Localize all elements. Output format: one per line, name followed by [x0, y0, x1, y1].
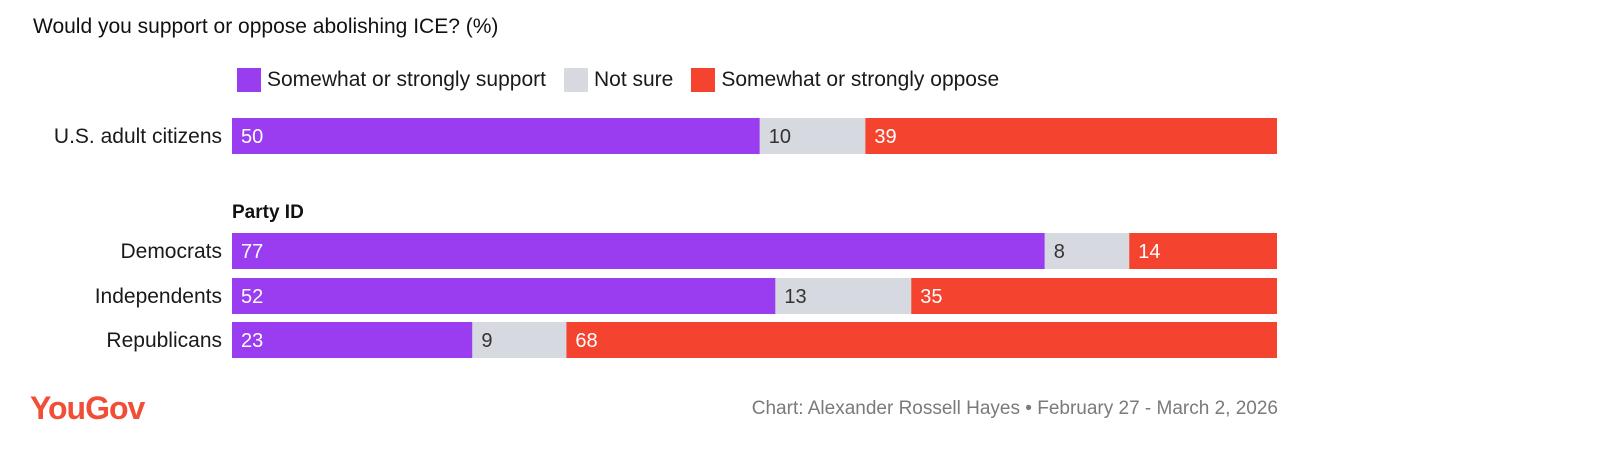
value-label-independents-oppose: 35 — [920, 286, 942, 308]
value-label-republicans-not-sure: 9 — [481, 330, 492, 352]
legend-label-oppose: Somewhat or strongly oppose — [721, 68, 1000, 91]
group-label-party-id: Party ID — [232, 202, 304, 223]
bar-independents-not-sure — [775, 278, 912, 314]
bar-u-s-adult-citizens-oppose — [865, 118, 1277, 154]
legend-item-support: Somewhat or strongly support — [237, 68, 546, 92]
bar-democrats-support — [232, 233, 1045, 269]
chart-source: Chart: Alexander Rossell Hayes • Februar… — [751, 398, 1278, 419]
category-label-democrats: Democrats — [120, 240, 222, 263]
value-label-u-s-adult-citizens-oppose: 39 — [874, 126, 896, 148]
chart-title: Would you support or oppose abolishing I… — [33, 15, 499, 38]
value-label-independents-not-sure: 13 — [784, 286, 806, 308]
yougov-logo: YouGov — [30, 390, 145, 426]
bar-republicans-not-sure — [472, 322, 567, 358]
legend-label-not-sure: Not sure — [593, 68, 674, 91]
value-label-democrats-not-sure: 8 — [1054, 241, 1065, 263]
category-label-republicans: Republicans — [106, 329, 222, 352]
value-label-u-s-adult-citizens-not-sure: 10 — [769, 126, 791, 148]
legend-swatch-not-sure — [563, 68, 588, 92]
category-label-u-s-adult-citizens: U.S. adult citizens — [54, 125, 222, 148]
bar-u-s-adult-citizens-not-sure — [759, 118, 866, 154]
bar-democrats-oppose — [1129, 233, 1277, 269]
legend-item-not-sure: Not sure — [563, 68, 674, 92]
bar-independents-oppose — [911, 278, 1277, 314]
bar-u-s-adult-citizens-support — [232, 118, 760, 154]
value-label-independents-support: 52 — [241, 286, 263, 308]
legend-item-oppose: Somewhat or strongly oppose — [691, 68, 999, 92]
legend-swatch-support — [237, 68, 261, 92]
value-label-democrats-oppose: 14 — [1138, 241, 1160, 263]
value-label-u-s-adult-citizens-support: 50 — [241, 126, 263, 148]
bar-republicans-support — [232, 322, 473, 358]
legend-swatch-oppose — [691, 68, 716, 92]
chart-legend: Somewhat or strongly support Not sure So… — [237, 68, 1017, 92]
value-label-democrats-support: 77 — [241, 241, 263, 263]
bar-democrats-not-sure — [1044, 233, 1130, 269]
category-label-independents: Independents — [95, 285, 222, 308]
bar-independents-support — [232, 278, 776, 314]
bar-republicans-oppose — [566, 322, 1277, 358]
value-label-republicans-support: 23 — [241, 330, 263, 352]
value-label-republicans-oppose: 68 — [575, 330, 597, 352]
legend-label-support: Somewhat or strongly support — [267, 68, 546, 91]
